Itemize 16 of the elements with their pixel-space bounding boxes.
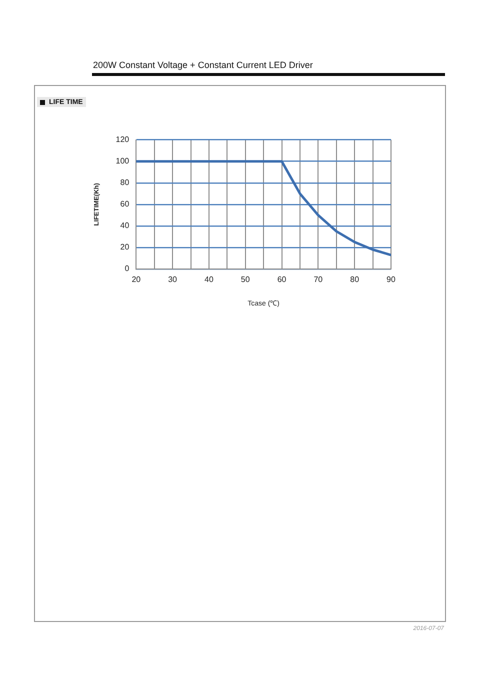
x-tick-label: 90 [386,275,396,284]
x-tick-label: 60 [277,275,287,284]
x-tick-label: 50 [240,275,250,284]
y-tick-label: 120 [116,135,130,144]
x-tick-label: 40 [204,275,214,284]
y-tick-label: 80 [120,178,130,188]
x-tick-label: 30 [168,275,178,284]
y-tick-label: 0 [124,264,130,274]
x-tick-label: 80 [350,275,360,284]
y-tick-label: 20 [120,242,130,252]
x-tick-label: 70 [314,275,324,284]
chart-subtitle: 200W Constant Voltage + Constant Current LED Driver [93,60,313,70]
y-tick-label: 40 [120,221,130,230]
x-tick-label: 20 [132,275,142,284]
y-tick-label: 100 [116,156,130,166]
y-tick-label: 60 [120,200,130,209]
